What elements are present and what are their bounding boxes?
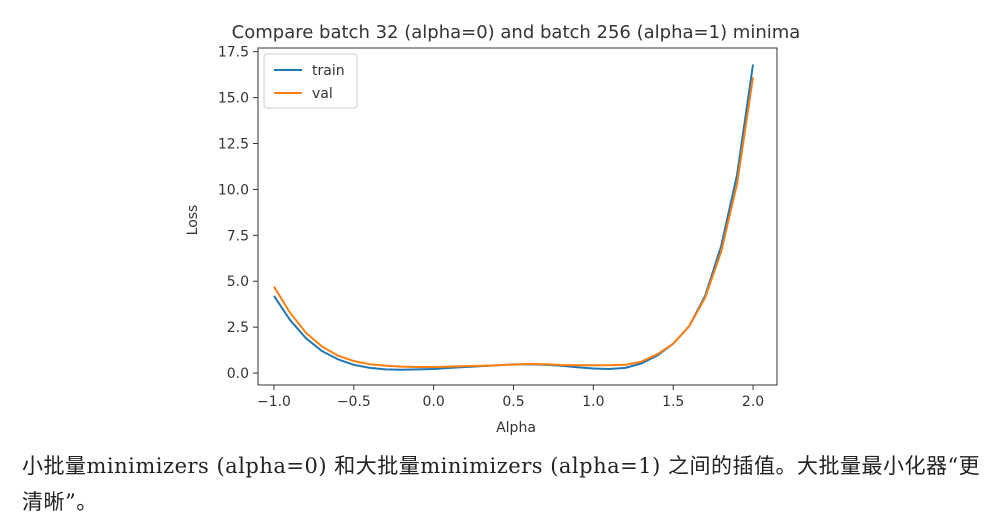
legend-label-train: train	[312, 63, 345, 79]
x-tick-label: −1.0	[257, 394, 291, 410]
x-tick-label: 2.0	[742, 394, 764, 410]
series-line-val	[273, 77, 754, 368]
y-tick-label: 15.0	[218, 91, 249, 107]
series-line-train	[273, 64, 754, 371]
x-tick-label: 0.0	[423, 394, 445, 410]
chart-figure: Compare batch 32 (alpha=0) and batch 256…	[180, 15, 830, 440]
y-tick-label: 5.0	[227, 274, 249, 290]
chart-svg: Compare batch 32 (alpha=0) and batch 256…	[185, 22, 801, 436]
y-tick-label: 10.0	[218, 182, 249, 198]
y-axis-label: Loss	[185, 205, 201, 236]
y-tick-label: 0.0	[227, 366, 249, 382]
x-tick-label: 1.5	[662, 394, 684, 410]
legend-box	[263, 53, 358, 109]
x-tick-label: −0.5	[337, 394, 371, 410]
chart-title: Compare batch 32 (alpha=0) and batch 256…	[232, 22, 801, 43]
x-tick-label: 0.5	[502, 394, 524, 410]
y-tick-label: 7.5	[227, 228, 249, 244]
plot-area: −1.0 −0.5 0.0 0.5 1.0 1.5 2.0 0.0 2.5 5.0 7.5 10.0 1…	[218, 45, 778, 410]
y-tick-label: 2.5	[227, 320, 249, 336]
x-tick-label: 1.0	[582, 394, 604, 410]
y-tick-label: 17.5	[218, 45, 249, 61]
plot-frame	[257, 47, 778, 386]
x-axis-label: Alpha	[496, 420, 536, 436]
legend-label-val: val	[312, 86, 333, 102]
y-tick-label: 12.5	[218, 136, 249, 152]
figure-caption: 小批量minimizers (alpha=0) 和大批量minimizers (…	[22, 454, 981, 514]
